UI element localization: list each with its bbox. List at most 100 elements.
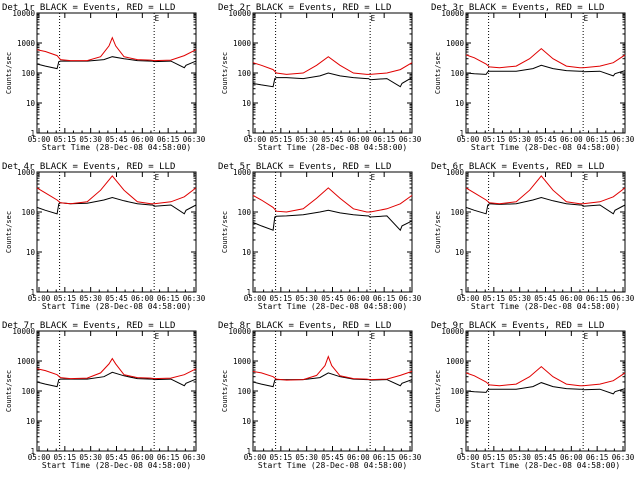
events-series-line <box>465 196 626 215</box>
x-tick-label: 06:30 <box>183 453 206 462</box>
x-tick-label: 06:00 <box>131 453 154 462</box>
lld-series-line <box>252 355 413 381</box>
y-axis-label: Counts/sec <box>5 211 13 253</box>
x-tick-label: 06:30 <box>399 453 422 462</box>
events-series-line <box>36 196 197 215</box>
lld-series-line <box>465 175 626 205</box>
corner-mark: E <box>155 173 160 182</box>
lld-series-line <box>252 56 413 75</box>
y-axis-label: Counts/sec <box>434 370 442 412</box>
x-tick-label: 05:15 <box>54 453 77 462</box>
detector-plot-1: Det 1r BLACK = Events, RED = LLD 1 10 100 10… <box>2 3 206 152</box>
plot-title: Det 4r BLACK = Events, RED = LLD <box>2 162 175 172</box>
plot-title: Det 6r BLACK = Events, RED = LLD <box>431 162 604 172</box>
x-axis-label: Start Time (28-Dec-08 04:58:00) <box>42 143 191 152</box>
y-tick-label: 10 <box>242 417 252 426</box>
x-tick-label: 05:15 <box>270 294 293 303</box>
x-tick-label: 05:15 <box>54 294 77 303</box>
x-tick-label: 05:30 <box>508 135 531 144</box>
x-axis-label: Start Time (28-Dec-08 04:58:00) <box>258 302 407 311</box>
y-tick-label: 1 <box>459 129 464 138</box>
corner-mark: E <box>155 332 160 341</box>
y-tick-label: 100 <box>450 387 464 396</box>
x-tick-label: 05:00 <box>244 135 267 144</box>
x-tick-label: 06:00 <box>560 135 583 144</box>
plot-frame <box>252 171 413 293</box>
x-tick-label: 06:30 <box>612 135 635 144</box>
y-axis-label: Counts/sec <box>434 211 442 253</box>
corner-mark: E <box>371 332 376 341</box>
corner-mark: E <box>584 332 589 341</box>
y-tick-label: 100 <box>237 387 251 396</box>
lld-series-line <box>465 47 626 69</box>
x-tick-label: 05:00 <box>457 294 480 303</box>
y-tick-label: 1 <box>246 447 251 456</box>
x-tick-label: 05:15 <box>483 294 506 303</box>
y-tick-label: 10 <box>26 99 36 108</box>
plot-frame <box>465 12 626 134</box>
y-axis-label: Counts/sec <box>221 370 229 412</box>
x-tick-label: 05:45 <box>321 135 344 144</box>
y-tick-label: 1000 <box>446 168 465 177</box>
x-axis-label: Start Time (28-Dec-08 04:58:00) <box>258 461 407 470</box>
y-tick-label: 1000 <box>446 357 465 366</box>
y-axis-label: Counts/sec <box>221 52 229 94</box>
y-tick-label: 1000 <box>17 39 36 48</box>
corner-mark: E <box>371 14 376 23</box>
y-tick-label: 1000 <box>233 39 252 48</box>
y-tick-label: 1000 <box>233 357 252 366</box>
lld-series-line <box>465 365 626 387</box>
detector-plot-3: Det 3r BLACK = Events, RED = LLD 1 10 100 10… <box>431 3 635 152</box>
x-tick-label: 05:30 <box>79 135 102 144</box>
x-tick-label: 06:15 <box>586 135 609 144</box>
x-tick-label: 05:45 <box>105 135 128 144</box>
lld-series-line <box>36 175 197 205</box>
y-tick-label: 1 <box>246 129 251 138</box>
x-axis-label: Start Time (28-Dec-08 04:58:00) <box>471 302 620 311</box>
y-tick-label: 10 <box>26 248 36 257</box>
x-tick-label: 05:00 <box>457 453 480 462</box>
x-tick-label: 05:45 <box>105 453 128 462</box>
x-tick-label: 06:30 <box>183 294 206 303</box>
x-tick-label: 06:15 <box>373 453 396 462</box>
x-tick-label: 05:45 <box>321 453 344 462</box>
y-tick-label: 1000 <box>233 168 252 177</box>
x-tick-label: 05:30 <box>508 453 531 462</box>
x-tick-label: 06:15 <box>373 135 396 144</box>
x-tick-label: 06:00 <box>347 294 370 303</box>
detector-plot-7: Det 7r BLACK = Events, RED = LLD 1 10 100 10… <box>2 321 206 470</box>
corner-mark: E <box>584 14 589 23</box>
y-tick-label: 100 <box>450 69 464 78</box>
x-axis-label: Start Time (28-Dec-08 04:58:00) <box>258 143 407 152</box>
plot-frame <box>36 330 197 452</box>
events-series-line <box>252 72 413 88</box>
x-tick-label: 06:00 <box>131 135 154 144</box>
plot-frame <box>465 330 626 452</box>
y-tick-label: 10 <box>26 417 36 426</box>
x-tick-label: 06:00 <box>560 453 583 462</box>
x-tick-label: 06:00 <box>560 294 583 303</box>
plot-frame <box>36 12 197 134</box>
x-tick-label: 05:45 <box>534 294 557 303</box>
y-tick-label: 1000 <box>17 168 36 177</box>
x-tick-label: 05:00 <box>244 453 267 462</box>
y-tick-label: 1 <box>30 288 35 297</box>
lld-series-line <box>36 36 197 62</box>
events-series-line <box>252 209 413 232</box>
x-tick-label: 05:15 <box>270 135 293 144</box>
y-tick-label: 10 <box>242 99 252 108</box>
y-tick-label: 10000 <box>12 327 35 336</box>
plot-title: Det 1r BLACK = Events, RED = LLD <box>2 3 175 13</box>
detector-plot-2: Det 2r BLACK = Events, RED = LLD 1 10 100 10… <box>218 3 422 152</box>
y-tick-label: 100 <box>237 69 251 78</box>
y-tick-label: 100 <box>21 387 35 396</box>
y-tick-label: 10 <box>455 99 465 108</box>
x-tick-label: 06:00 <box>347 135 370 144</box>
y-tick-label: 1 <box>246 288 251 297</box>
plot-frame <box>465 171 626 293</box>
y-tick-label: 10000 <box>441 327 464 336</box>
plot-title: Det 2r BLACK = Events, RED = LLD <box>218 3 391 13</box>
events-series-line <box>465 64 626 77</box>
y-axis-label: Counts/sec <box>5 370 13 412</box>
x-tick-label: 05:30 <box>295 453 318 462</box>
